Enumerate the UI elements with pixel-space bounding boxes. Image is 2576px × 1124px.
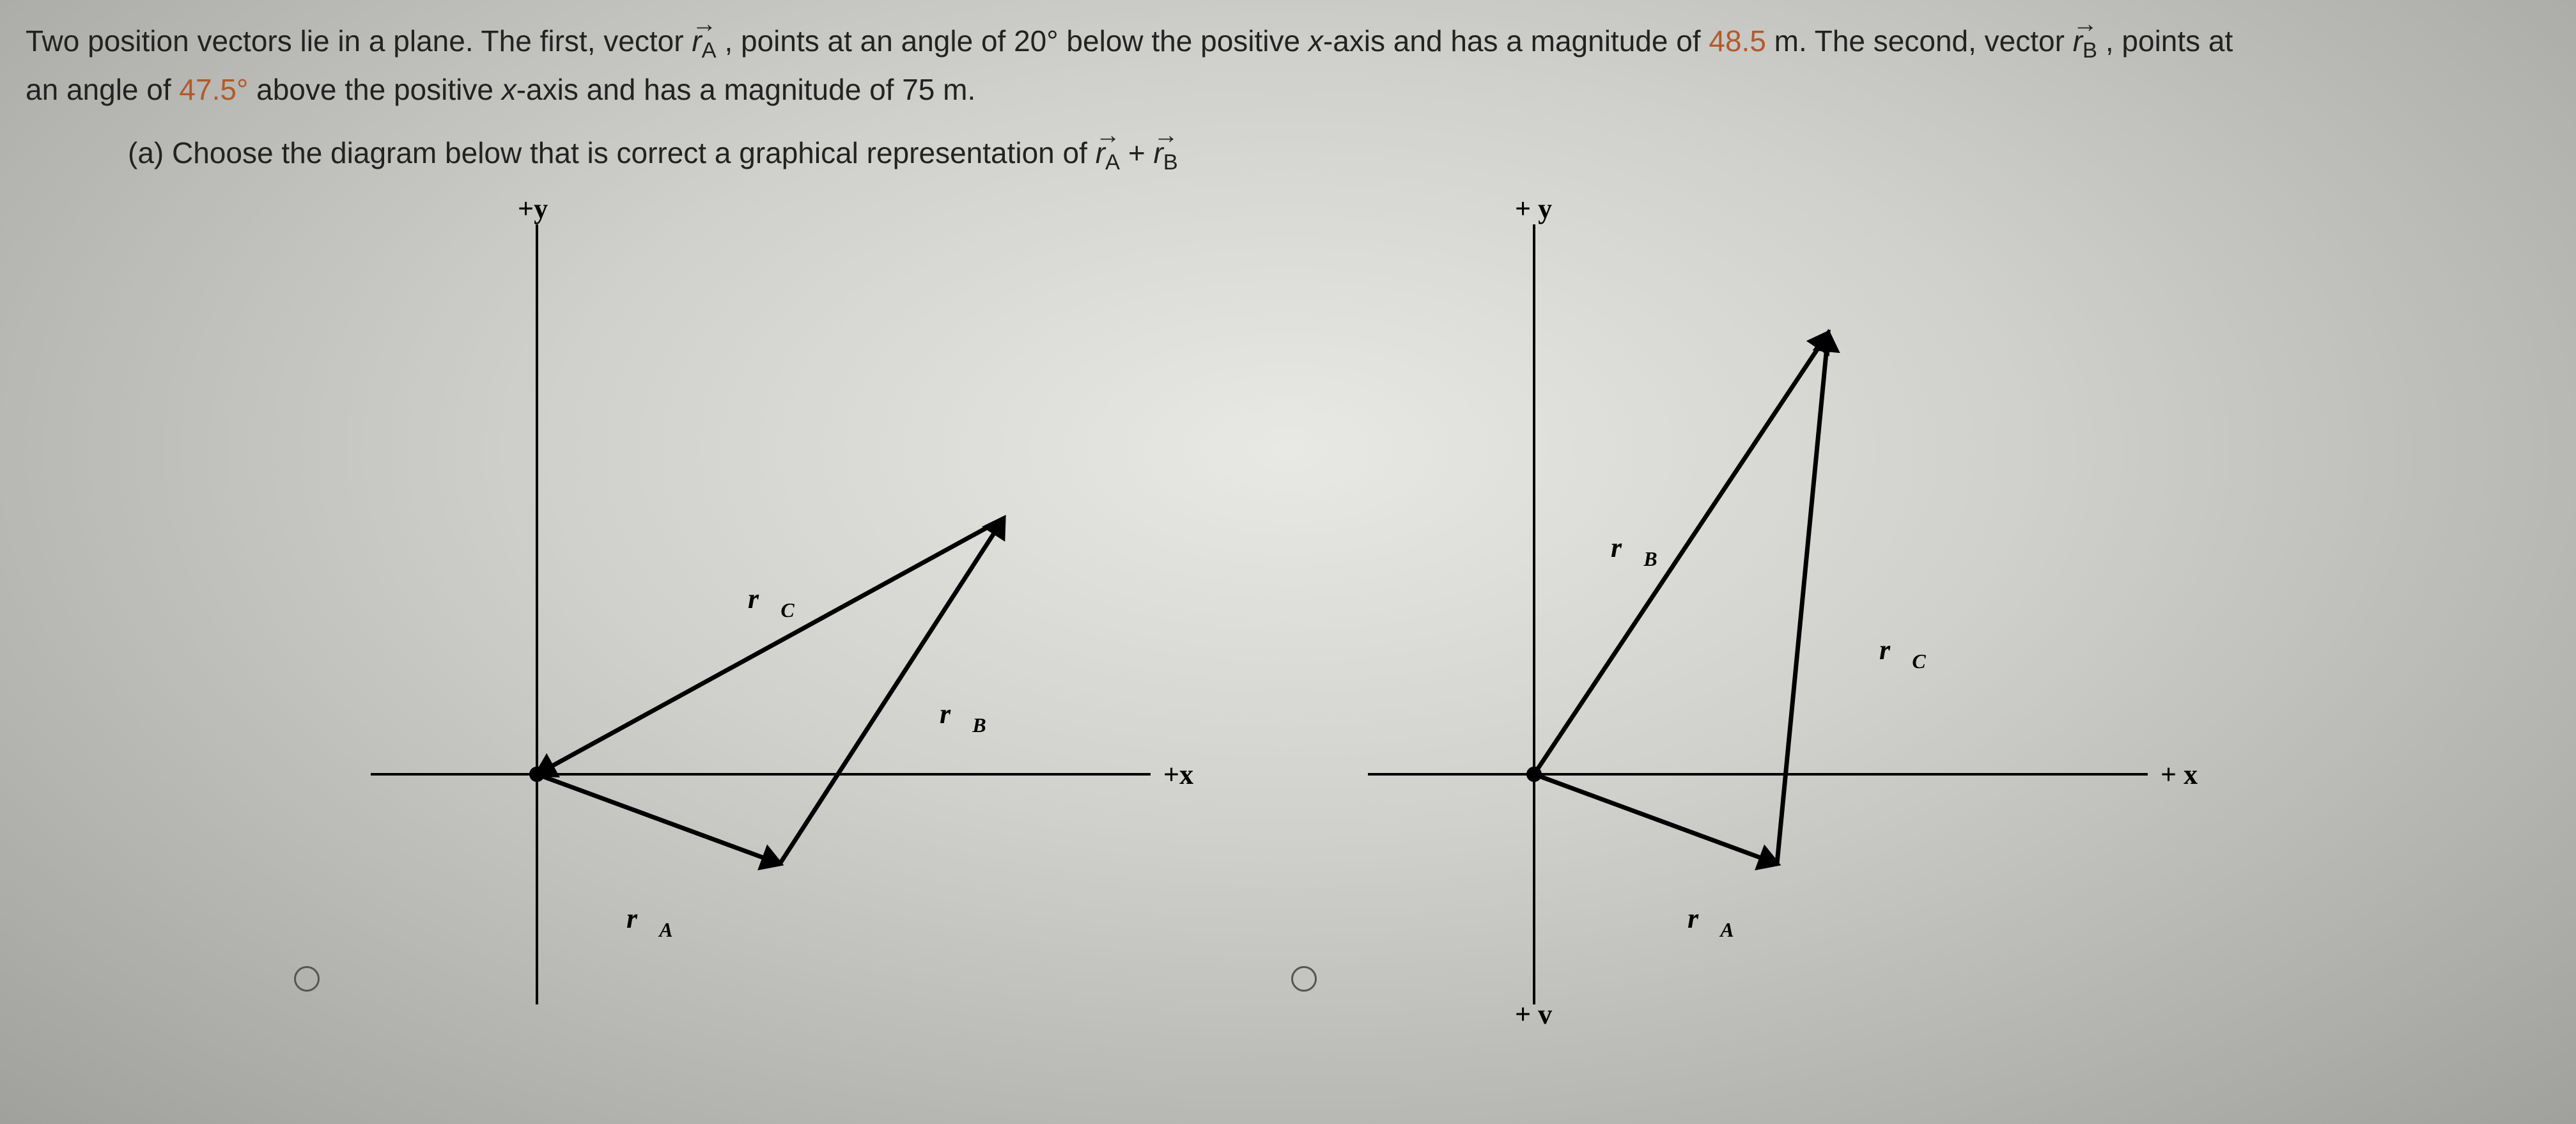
plus: + [1128,136,1154,169]
part-vec-rA: →r [1096,131,1105,175]
vec-rB-sub: B [2083,38,2097,63]
svg-text:r⃗B: r⃗B [1611,532,1657,570]
vec-rA-sub: A [702,38,717,63]
part-a: (a) Choose the diagram below that is cor… [0,118,2576,186]
part-a-label: (a) Choose the diagram below that is cor… [128,136,1096,169]
svg-text:+y: +y [518,199,548,224]
diagram-row: +y +x r⃗A r⃗B r⃗C + y + x + v r⃗A r⃗B r⃗C [0,186,2576,1030]
x-axis-ref: x [1308,24,1323,58]
q-unit: m. The second, vector [1766,24,2073,58]
svg-text:+ y: + y [1515,199,1552,224]
q-end: , points at [2106,24,2233,58]
part-vec-rB-sub: B [1163,150,1178,175]
radio-left[interactable] [294,966,320,992]
svg-text:+x: +x [1163,759,1193,790]
x-axis-ref2: x [502,73,516,106]
svg-text:+ x: + x [2161,759,2198,790]
magnitude-A: 48.5 [1709,24,1766,58]
q2-end: -axis and has a magnitude of 75 m. [516,73,976,106]
radio-right[interactable] [1291,966,1317,992]
vec-rA: →r [692,19,701,63]
diagram-left: +y +x r⃗A r⃗B r⃗C [345,199,1240,1030]
part-vec-rA-sub: A [1105,150,1120,175]
svg-text:+ v: + v [1515,999,1552,1030]
vec-rB: →r [2073,19,2083,63]
diagram-right: + y + x + v r⃗A r⃗B r⃗C [1342,199,2237,1030]
svg-text:r⃗B: r⃗B [940,698,986,737]
svg-text:r⃗A: r⃗A [1688,903,1734,941]
q2-pre: an angle of [26,73,179,106]
option-right: + y + x + v r⃗A r⃗B r⃗C [1291,199,2237,1030]
angle-B: 47.5° [179,73,248,106]
part-vec-rB: →r [1153,131,1163,175]
q-pre: Two position vectors lie in a plane. The… [26,24,692,58]
question-text: Two position vectors lie in a plane. The… [0,0,2576,118]
option-left: +y +x r⃗A r⃗B r⃗C [294,199,1240,1030]
q2-mid: above the positive [248,73,501,106]
svg-text:r⃗C: r⃗C [748,583,795,621]
svg-text:r⃗C: r⃗C [1879,634,1926,673]
svg-text:r⃗A: r⃗A [626,903,673,941]
q-mid2: -axis and has a magnitude of [1323,24,1709,58]
q-mid1: , points at an angle of 20° below the po… [724,24,1308,58]
